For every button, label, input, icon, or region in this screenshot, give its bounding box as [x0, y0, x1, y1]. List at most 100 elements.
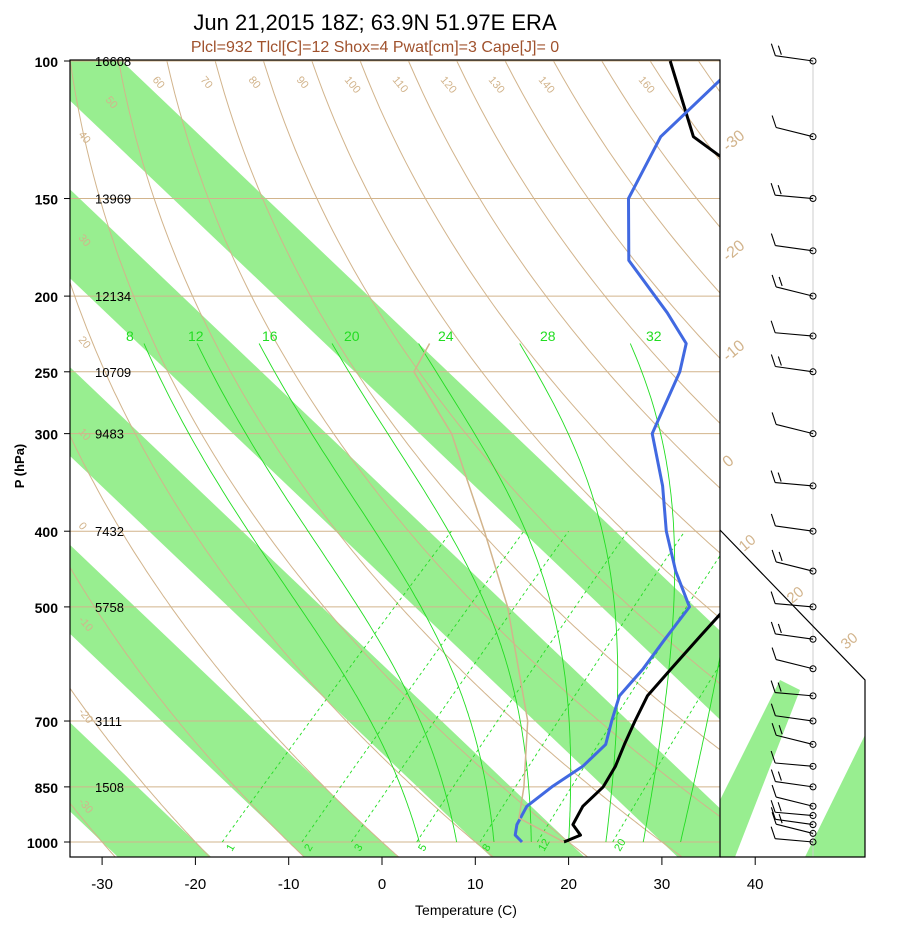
mixing-ratio-label: 12 — [536, 837, 553, 854]
isotherm-label: -10 — [720, 337, 749, 365]
moist-adiabat — [196, 343, 458, 843]
hodograph-background — [720, 530, 865, 857]
hodograph-band — [720, 680, 800, 857]
dry-adiabat-label: 120 — [438, 74, 459, 96]
chart-subtitle: Plcl=932 Tlcl[C]=12 Shox=4 Pwat[cm]=3 Ca… — [191, 39, 559, 56]
moist-adiabat — [418, 343, 572, 843]
dry-adiabat — [455, 60, 720, 425]
height-label: 13969 — [95, 192, 131, 207]
wind-barb — [771, 412, 817, 438]
moist-adiabat — [519, 343, 619, 843]
moist-adiabat — [258, 343, 495, 843]
pressure-tick-label: 200 — [35, 289, 59, 305]
wind-barb — [770, 233, 817, 255]
wind-barb — [771, 723, 817, 748]
height-label: 1508 — [95, 780, 124, 795]
mixing-ratio-label: 2 — [302, 842, 315, 853]
wind-barb — [771, 784, 817, 810]
wind-barb — [771, 549, 817, 575]
isotherm-band — [70, 544, 398, 857]
mixing-ratio-line — [416, 530, 629, 843]
mixing-ratio-label: 5 — [416, 842, 429, 853]
chart-title: Jun 21,2015 18Z; 63.9N 51.97E ERA — [193, 10, 557, 35]
dry-adiabat — [359, 60, 720, 554]
pressure-tick-label: 1000 — [27, 835, 58, 851]
moist-adiabat — [143, 343, 420, 843]
mixing-ratio-line — [479, 530, 686, 843]
dry-adiabat — [70, 687, 211, 857]
wind-barb — [770, 680, 817, 700]
dry-adiabat-label: 140 — [536, 74, 557, 96]
pressure-tick-label: 150 — [35, 192, 59, 208]
dewpoint-profile — [513, 78, 720, 844]
wind-barb — [770, 513, 817, 535]
dry-adiabat — [311, 60, 720, 619]
x-tick-label: 40 — [747, 876, 764, 893]
x-tick-label: 0 — [378, 876, 386, 893]
dry-adiabat-label: 60 — [150, 74, 167, 91]
wind-barb — [771, 115, 817, 141]
moist-adiabats — [143, 343, 720, 843]
moist-adiabat-label: 16 — [262, 328, 278, 344]
wind-barb — [771, 647, 817, 673]
isotherm-band — [70, 722, 212, 857]
mixing-ratio-line — [351, 530, 569, 843]
wind-barb — [770, 183, 817, 203]
wind-barb — [770, 591, 817, 611]
dry-adiabat-label: 160 — [636, 74, 657, 96]
wind-barb — [771, 274, 817, 300]
isotherm-bands — [70, 60, 720, 857]
dry-adiabat-label: 40 — [76, 129, 93, 146]
temperature-profile — [563, 60, 720, 844]
isotherm-band — [70, 189, 720, 857]
dry-adiabat — [70, 434, 400, 857]
wind-barb — [770, 769, 817, 791]
mixing-ratio-label: 3 — [352, 842, 365, 853]
moist-adiabat — [331, 343, 532, 843]
mixing-ratio-line — [221, 530, 452, 843]
mixing-ratio-lines — [221, 530, 720, 843]
wind-barb — [770, 43, 817, 65]
moist-adiabat-label: 28 — [540, 328, 556, 344]
hodograph-band — [805, 735, 865, 857]
height-label: 7432 — [95, 524, 124, 539]
y-axis-label: P (hPa) — [12, 444, 27, 489]
height-label: 10709 — [95, 365, 131, 380]
wind-barb — [770, 621, 817, 643]
pressure-tick-label: 300 — [35, 427, 59, 443]
x-axis-label: Temperature (C) — [415, 902, 517, 918]
moist-adiabat-label: 20 — [344, 328, 360, 344]
isotherm-band — [70, 60, 720, 720]
height-label: 9483 — [95, 427, 124, 442]
dry-adiabat-label: 70 — [198, 74, 215, 91]
height-label: 16608 — [95, 54, 131, 69]
height-label: 3111 — [95, 714, 122, 729]
wind-barb — [771, 812, 817, 837]
moist-adiabat-label: 12 — [188, 328, 204, 344]
sounding-profiles — [413, 60, 720, 844]
wind-barb — [770, 800, 817, 820]
dry-adiabat — [407, 60, 720, 489]
hodograph-border — [719, 529, 866, 858]
mixing-ratio-label: 1 — [224, 842, 237, 853]
x-tick-label: 10 — [467, 876, 484, 893]
axes: -30 -20 -10 0 10 20 30 40 — [64, 60, 764, 893]
moist-adiabat-label: 8 — [126, 328, 134, 344]
dry-adiabat — [262, 60, 720, 685]
x-tick-label: 20 — [560, 876, 577, 893]
x-tick-label: -10 — [278, 876, 300, 893]
dry-adiabat-label: 100 — [342, 74, 363, 96]
x-tick-label: -20 — [185, 876, 207, 893]
x-tick-label: 30 — [654, 876, 671, 893]
moist-adiabat — [680, 654, 720, 843]
x-tick-label: -30 — [91, 876, 113, 893]
dry-adiabat — [70, 280, 494, 857]
wind-barb — [770, 354, 817, 376]
pressure-tick-label: 400 — [35, 524, 59, 540]
dry-adiabat — [214, 60, 720, 751]
wind-barb — [770, 320, 817, 340]
isobar-lines — [70, 60, 720, 843]
pressure-tick-label: 250 — [35, 365, 59, 381]
